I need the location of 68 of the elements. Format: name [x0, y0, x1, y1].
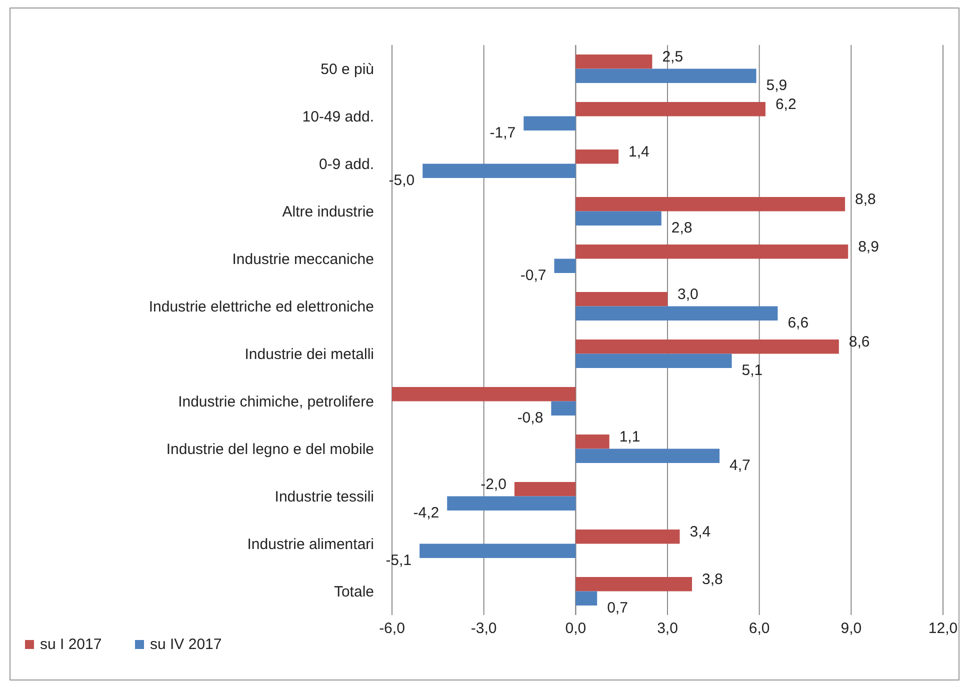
y-tick-label: 0-9 add. [318, 156, 374, 173]
bar [514, 482, 576, 496]
y-tick-label: Industrie chimiche, petrolifere [178, 393, 374, 410]
x-tick-label: 0,0 [565, 620, 586, 637]
data-label: 3,8 [702, 571, 723, 588]
data-label: -5,1 [386, 552, 412, 569]
x-tick-label: 6,0 [748, 620, 770, 637]
data-label: 2,8 [671, 219, 692, 236]
bar [576, 54, 652, 69]
bar [576, 292, 668, 306]
bar [576, 448, 720, 463]
bar [576, 211, 662, 226]
bar [576, 244, 848, 259]
bar [422, 164, 576, 178]
bar [554, 258, 576, 273]
bar [576, 102, 766, 116]
bar [576, 577, 692, 592]
x-tick-label: 3,0 [657, 620, 678, 637]
x-tick-label: 12,0 [928, 620, 958, 637]
y-tick-label: Totale [334, 583, 374, 600]
bar [392, 387, 576, 402]
data-label: 5,9 [766, 76, 788, 94]
x-tick-label: -6,0 [379, 620, 405, 637]
legend-label: su IV 2017 [150, 636, 222, 653]
bar [576, 68, 756, 83]
data-label: 8,8 [855, 191, 876, 208]
data-label: -2,0 [480, 476, 506, 494]
bar [447, 496, 576, 510]
x-tick-label: -3,0 [470, 620, 497, 637]
y-tick-label: Industrie meccaniche [232, 250, 374, 268]
data-label: 4,7 [730, 456, 750, 474]
data-label: 6,2 [775, 96, 796, 114]
x-tick-label: 9,0 [840, 620, 862, 637]
y-tick-label: Industrie dei metalli [244, 346, 374, 363]
data-label: 3,0 [678, 286, 698, 304]
y-tick-label: Industrie del legno e del mobile [166, 440, 374, 458]
y-tick-label: 50 e più [320, 60, 374, 78]
bar [576, 530, 680, 544]
data-label: -4,2 [413, 504, 440, 522]
bar [551, 401, 576, 416]
data-label: 2,5 [662, 48, 684, 66]
bar [576, 434, 610, 449]
bar [524, 116, 576, 130]
data-label: 8,9 [858, 238, 879, 256]
data-label: -0,8 [517, 409, 544, 426]
data-label: 3,4 [690, 524, 711, 541]
data-label: 1,4 [628, 144, 650, 161]
y-tick-label: Altre industrie [282, 203, 374, 220]
y-tick-label: Industrie elettriche ed elettroniche [148, 298, 374, 316]
legend-label: su I 2017 [40, 636, 102, 653]
data-label: -0,7 [520, 266, 546, 284]
bar [576, 197, 846, 212]
data-label: 8,6 [848, 334, 870, 351]
bar [576, 306, 778, 320]
bar [420, 544, 576, 558]
y-tick-label: Industrie alimentari [247, 536, 374, 553]
data-label: 0,7 [607, 599, 628, 616]
bar [576, 354, 732, 368]
bar [576, 150, 619, 164]
bar [576, 340, 839, 354]
data-label: 6,6 [788, 314, 809, 332]
data-label: 1,1 [619, 428, 640, 446]
y-tick-label: Industrie tessili [274, 488, 374, 506]
data-label: -1,7 [490, 124, 516, 142]
y-tick-label: 10-49 add. [302, 108, 374, 126]
bar [576, 591, 598, 606]
data-label: -5,0 [388, 172, 415, 189]
data-label: 5,1 [742, 362, 763, 379]
